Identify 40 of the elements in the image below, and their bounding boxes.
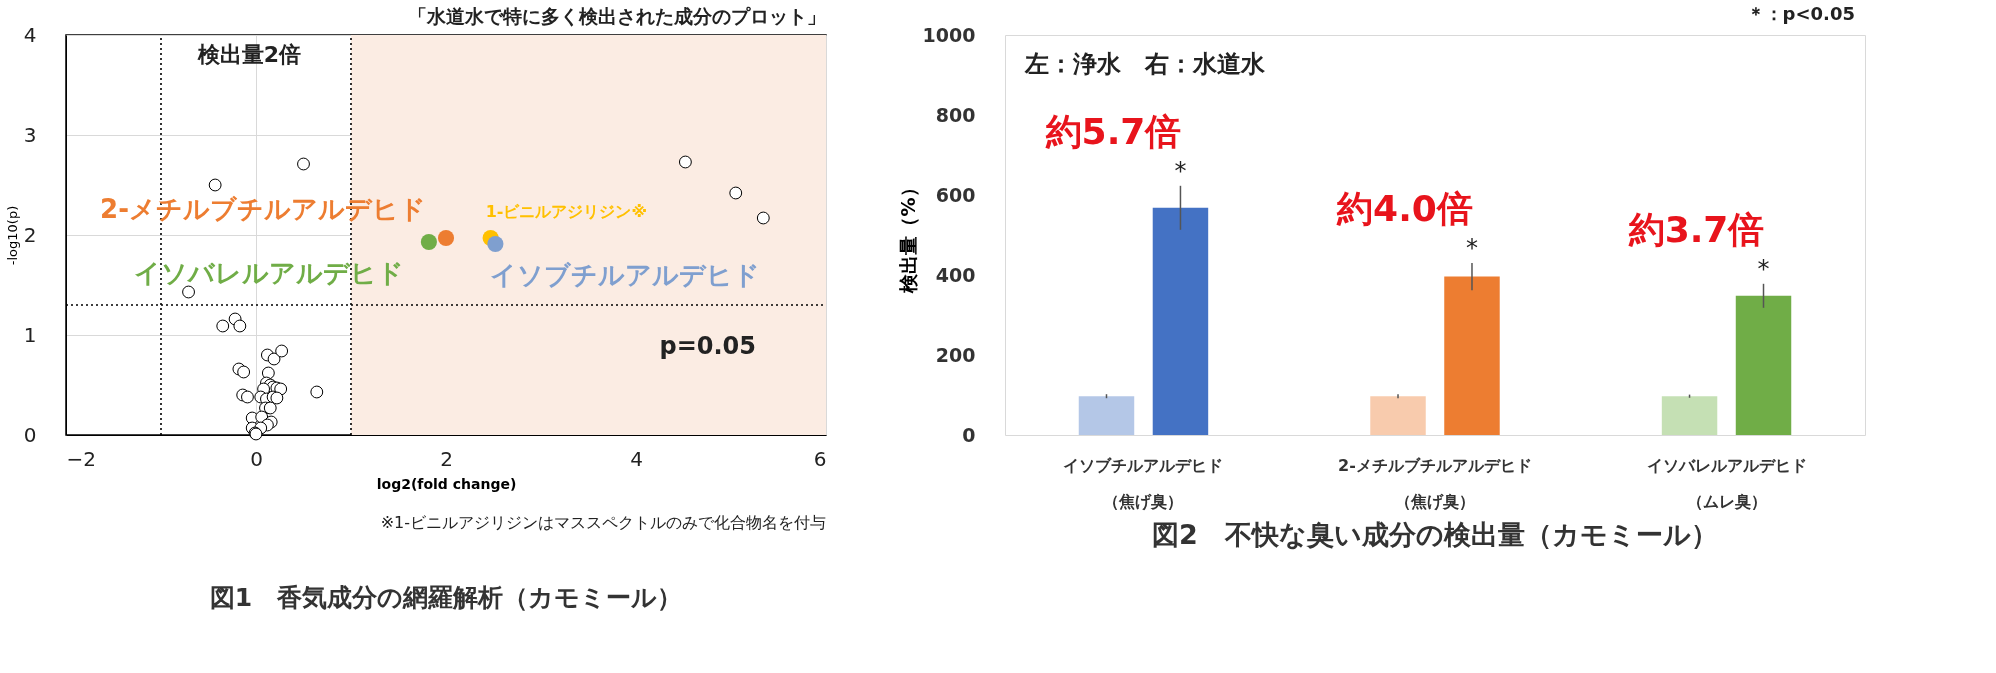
- x-tick-label: 6: [813, 446, 827, 471]
- y-tick-label: 2: [23, 222, 37, 247]
- text: 図1 香気成分の網羅解析（カモミール）: [209, 583, 683, 612]
- data-label: *: [1757, 254, 1770, 283]
- y-tick-label: 400: [935, 263, 976, 286]
- y-axis-title: 検出量（%）: [896, 178, 919, 294]
- y-tick-label: 200: [935, 343, 976, 366]
- y-tick-label: 600: [935, 183, 976, 206]
- band-label: 「水道水で特に多く検出された成分のプロット」: [408, 5, 826, 27]
- data-label: *: [1174, 156, 1187, 185]
- annotation: 約3.7倍: [1627, 208, 1765, 250]
- x-tick-label: 4: [630, 446, 643, 471]
- y-tick-label: 1000: [922, 23, 976, 46]
- series-label: 2-メチルブチルアルデヒド: [100, 194, 426, 224]
- x-tick-label: −2: [66, 446, 96, 471]
- x-tick-label: イソブチルアルデヒド（焦げ臭）: [1063, 455, 1224, 511]
- annotation: 約5.7倍: [1044, 110, 1182, 152]
- series-label: 1-ビニルアジリジン※: [485, 202, 647, 221]
- text: ＊：p<0.05: [1746, 3, 1855, 24]
- y-tick-label: 3: [23, 122, 37, 147]
- y-tick-label: 800: [935, 103, 976, 126]
- annotation: 約4.0倍: [1336, 188, 1473, 229]
- annotation: p=0.05: [659, 332, 756, 360]
- y-tick-label: 0: [962, 423, 976, 446]
- y-tick-label: 0: [23, 422, 37, 447]
- x-axis-title: log2(fold change): [376, 475, 517, 492]
- x-tick-label: イソバレルアルデヒド（ムレ臭）: [1646, 455, 1807, 511]
- x-tick-label: 2: [440, 446, 453, 471]
- y-axis-title: -log10(p): [4, 205, 20, 266]
- y-tick-label: 4: [23, 22, 37, 47]
- x-tick-label: 0: [250, 446, 263, 471]
- ref-line-label: 検出量2倍: [196, 42, 301, 67]
- series-label: イソバレルアルデヒド: [133, 258, 404, 288]
- series-label: イソブチルアルデヒド: [490, 260, 761, 290]
- text: 図2 不快な臭い成分の検出量（カモミール）: [1152, 519, 1718, 550]
- annotation: 左：浄水 右：水道水: [1024, 50, 1266, 78]
- y-tick-label: 1: [23, 322, 37, 347]
- data-label: *: [1465, 234, 1478, 262]
- x-tick-label: 2-メチルブチルアルデヒド（焦げ臭）: [1338, 455, 1532, 511]
- text: ※1-ビニルアジリジンはマススペクトルのみで化合物名を付与: [380, 513, 826, 532]
